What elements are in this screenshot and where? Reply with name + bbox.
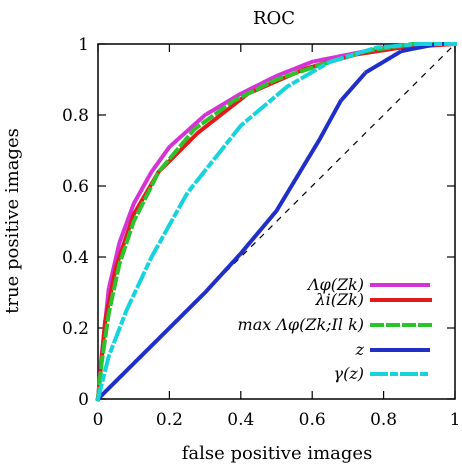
x-tick-label: 0.8 xyxy=(370,410,397,430)
y-axis-label: true positive images xyxy=(2,128,23,314)
chart-title: ROC xyxy=(253,8,295,29)
x-tick-label: 1 xyxy=(450,410,461,430)
y-tick-label: 1 xyxy=(78,35,89,55)
legend-label: z xyxy=(355,340,365,359)
y-tick-label: 0 xyxy=(78,390,89,410)
x-tick-label: 0 xyxy=(93,410,104,430)
x-axis-label: false positive images xyxy=(182,443,373,464)
legend-label: max Λφ(Zk;Il k) xyxy=(238,315,364,334)
legend-label: γ(z) xyxy=(334,364,364,383)
y-tick-label: 0.4 xyxy=(62,248,89,268)
legend-label: λi(Zk) xyxy=(314,290,364,309)
series-line-4 xyxy=(95,42,457,402)
y-tick-label: 0.2 xyxy=(62,319,89,339)
series-layer xyxy=(95,41,458,402)
series-line-3 xyxy=(95,42,457,402)
y-tick-label: 0.8 xyxy=(62,106,89,126)
x-tick-label: 0.2 xyxy=(156,410,183,430)
plot-frame xyxy=(97,43,456,400)
y-tick-label: 0.6 xyxy=(62,177,89,197)
axis-tick-labels: 0 0.2 0.4 0.6 0.8 1 0 0.2 0.4 0.6 0.8 1 xyxy=(62,35,460,430)
legend-label: Λφ(Zk) xyxy=(306,275,364,294)
x-tick-label: 0.4 xyxy=(227,410,254,430)
x-tick-label: 0.6 xyxy=(299,410,326,430)
legend: Λφ(Zk)λi(Zk) max Λφ(Zk;Il k) z γ(z) xyxy=(238,275,432,383)
